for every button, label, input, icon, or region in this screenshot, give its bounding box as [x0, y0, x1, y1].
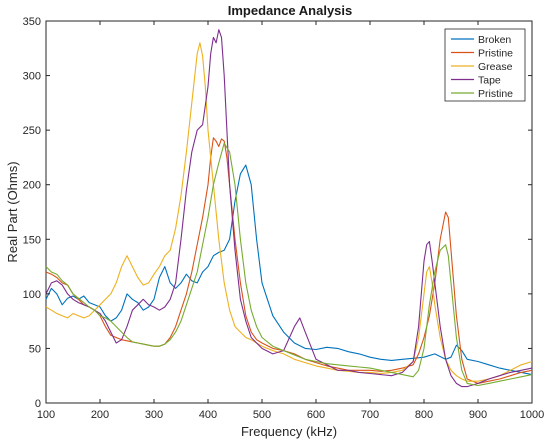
x-tick-label: 900	[469, 409, 487, 421]
y-tick-label: 0	[35, 398, 41, 410]
series-line-pristine-4	[45, 142, 533, 387]
legend-label: Grease	[478, 61, 513, 73]
series-group	[45, 29, 533, 388]
legend-label: Broken	[478, 34, 511, 46]
series-line-grease-2	[45, 42, 533, 382]
legend-box	[444, 28, 526, 102]
y-tick-label: 150	[23, 234, 41, 246]
y-tick-label: 50	[29, 343, 41, 355]
legend-label: Pristine	[478, 88, 513, 100]
legend-label: Tape	[478, 74, 501, 86]
series-line-tape-3	[45, 29, 533, 388]
x-axis-label: Frequency (kHz)	[241, 424, 337, 439]
y-tick-label: 300	[23, 71, 41, 83]
x-tick-label: 1000	[520, 409, 544, 421]
chart-title: Impedance Analysis	[228, 3, 353, 18]
x-tick-label: 600	[307, 409, 325, 421]
x-tick-label: 300	[145, 409, 163, 421]
y-tick-label: 100	[23, 289, 41, 301]
x-axis: 100 200 300 400 500 600 700 800 900 1000	[37, 21, 544, 421]
y-tick-label: 350	[23, 16, 41, 28]
x-tick-label: 400	[199, 409, 217, 421]
y-axis-label: Real Part (Ohms)	[5, 161, 20, 262]
x-tick-label: 200	[91, 409, 109, 421]
x-tick-label: 800	[415, 409, 433, 421]
y-axis: 0 50 100 150 200 250 300 350	[23, 16, 532, 410]
x-tick-label: 500	[253, 409, 271, 421]
legend-label: Pristine	[478, 47, 513, 59]
y-tick-label: 250	[23, 125, 41, 137]
x-tick-label: 100	[37, 409, 55, 421]
series-line-broken-0	[45, 164, 533, 376]
y-tick-label: 200	[23, 180, 41, 192]
x-tick-label: 700	[361, 409, 379, 421]
